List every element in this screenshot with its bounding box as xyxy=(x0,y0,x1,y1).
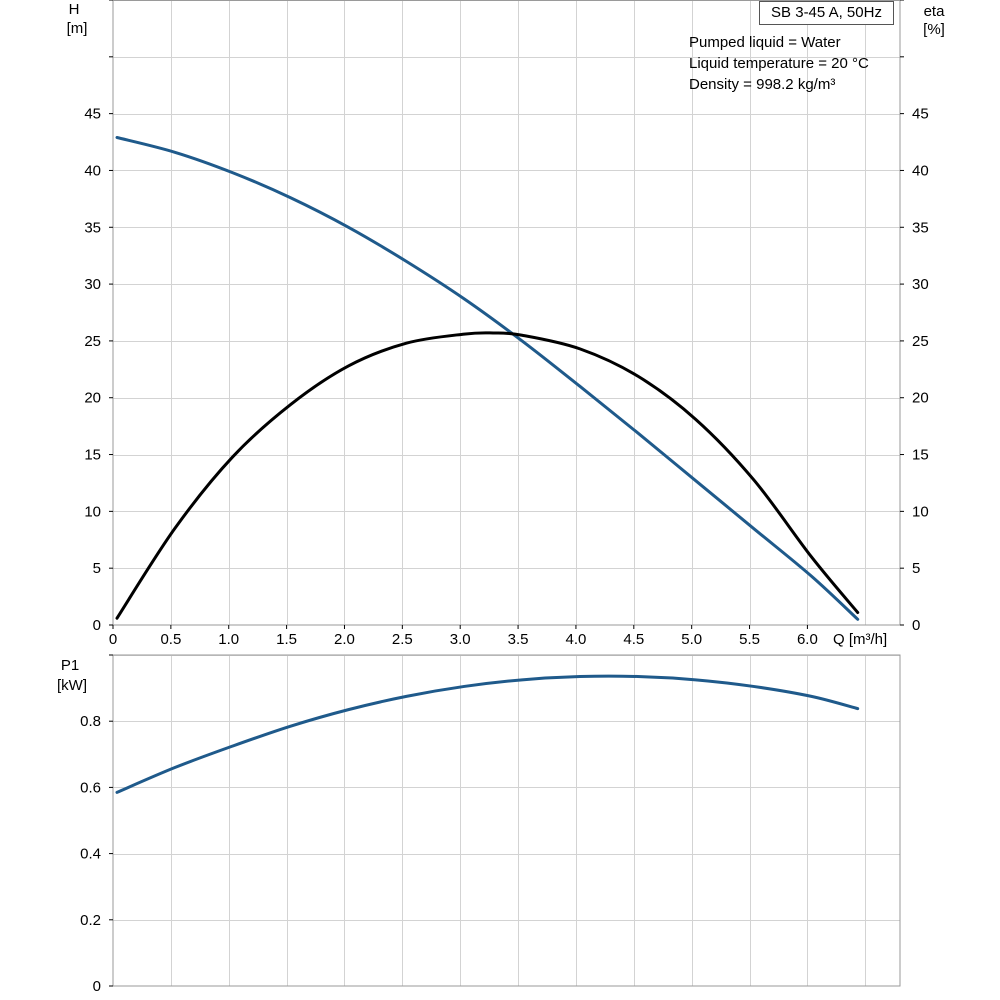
h-tick-label: 35 xyxy=(84,219,101,236)
h-axis-unit: [m] xyxy=(67,20,88,37)
h-tick-label: 5 xyxy=(93,560,101,577)
annotation-temperature: Liquid temperature = 20 °C xyxy=(689,55,869,72)
eta-tick-label: 40 xyxy=(912,162,929,179)
top-chart-grid xyxy=(113,0,900,625)
top-chart-frame xyxy=(112,0,901,626)
x-tick-label: 5.0 xyxy=(681,631,702,648)
h-tick-label: 30 xyxy=(84,276,101,293)
eta-tick-label: 15 xyxy=(912,447,929,464)
x-tick-label: 2.0 xyxy=(334,631,355,648)
x-tick-label: 4.0 xyxy=(566,631,587,648)
p1-tick-label: 0.2 xyxy=(80,912,101,929)
eta-tick-label: 0 xyxy=(912,617,920,634)
h-tick-label: 45 xyxy=(84,106,101,123)
efficiency-curve xyxy=(115,331,860,620)
x-tick-label: 1.0 xyxy=(218,631,239,648)
x-tick-label: 1.5 xyxy=(276,631,297,648)
h-tick-label: 40 xyxy=(84,162,101,179)
h-tick-label: 20 xyxy=(84,390,101,407)
eta-tick-label: 45 xyxy=(912,106,929,123)
h-tick-label: 25 xyxy=(84,333,101,350)
chart-title: SB 3-45 A, 50Hz xyxy=(759,1,894,25)
h-tick-label: 10 xyxy=(84,503,101,520)
bottom-chart-series xyxy=(115,674,860,794)
top-chart-series xyxy=(115,136,860,621)
bottom-chart-ticks: 0 0.2 0.4 0.6 0.8 xyxy=(80,654,113,995)
eta-tick-label: 30 xyxy=(912,276,929,293)
eta-axis-unit: [%] xyxy=(923,21,945,38)
q-axis-label: Q [m³/h] xyxy=(833,631,887,648)
p1-tick-label: 0.8 xyxy=(80,713,101,730)
x-tick-label: 5.5 xyxy=(739,631,760,648)
x-tick-label: 4.5 xyxy=(623,631,644,648)
x-tick-label: 3.0 xyxy=(450,631,471,648)
top-chart-ticks: 0 0.5 1.0 1.5 2.0 2.5 3.0 3.5 4.0 4.5 5.0 5.5 6.00 05… xyxy=(84,0,929,648)
p1-tick-label: 0.6 xyxy=(80,779,101,796)
p1-axis-unit: [kW] xyxy=(57,677,87,694)
power-curve xyxy=(115,674,860,794)
p1-tick-label: 0.4 xyxy=(80,846,101,863)
h-tick-label: 0 xyxy=(93,617,101,634)
bottom-chart-frame xyxy=(112,654,901,987)
x-tick-label: 3.5 xyxy=(508,631,529,648)
h-axis-label: H xyxy=(69,1,80,18)
eta-tick-label: 10 xyxy=(912,503,929,520)
x-tick-label: 0 xyxy=(109,631,117,648)
annotation-density: Density = 998.2 kg/m³ xyxy=(689,76,836,93)
head-curve xyxy=(115,136,860,621)
p1-tick-label: 0 xyxy=(93,978,101,995)
h-tick-label: 15 xyxy=(84,447,101,464)
annotation-liquid: Pumped liquid = Water xyxy=(689,34,841,51)
x-tick-label: 2.5 xyxy=(392,631,413,648)
x-tick-label: 6.0 xyxy=(797,631,818,648)
eta-tick-label: 25 xyxy=(912,333,929,350)
eta-tick-label: 35 xyxy=(912,219,929,236)
x-tick-label: 0.5 xyxy=(160,631,181,648)
eta-axis-label: eta xyxy=(924,3,946,20)
eta-tick-label: 20 xyxy=(912,390,929,407)
p1-axis-label: P1 xyxy=(61,657,79,674)
bottom-chart-grid xyxy=(113,655,900,986)
eta-tick-label: 5 xyxy=(912,560,920,577)
